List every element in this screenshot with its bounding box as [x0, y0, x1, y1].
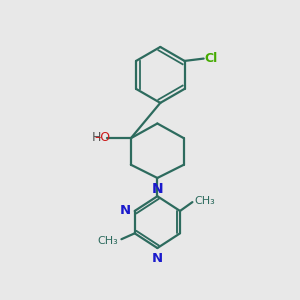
Text: CH₃: CH₃: [98, 236, 118, 246]
Text: N: N: [152, 253, 163, 266]
Text: N: N: [120, 205, 131, 218]
Text: CH₃: CH₃: [195, 196, 215, 206]
Text: Cl: Cl: [204, 52, 218, 65]
Text: N: N: [152, 182, 163, 196]
Text: H: H: [92, 130, 101, 143]
Text: –O: –O: [94, 130, 110, 143]
